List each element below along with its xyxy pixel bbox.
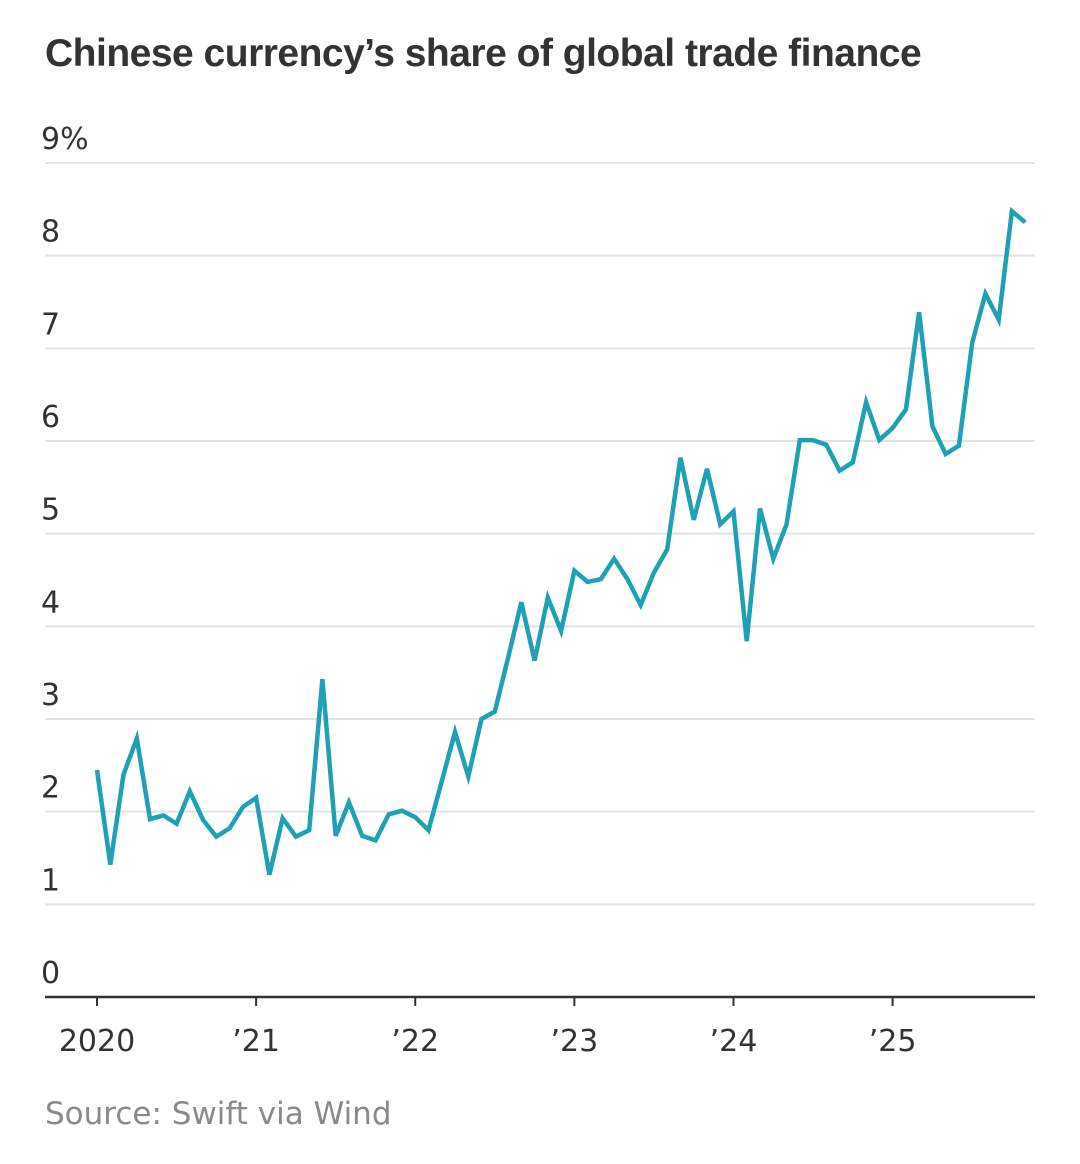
data-series	[94, 206, 1027, 876]
y-axis-tick-labels: 0 1 2 3 4 5 6 7 8 9%	[41, 122, 89, 991]
x-tick-label: ’22	[391, 1024, 439, 1059]
y-tick-label-5: 5	[41, 493, 60, 528]
x-tick-label: 2020	[59, 1024, 135, 1059]
y-tick-label-3: 3	[41, 678, 60, 713]
x-axis: 2020 ’21 ’22 ’23 ’24 ’25	[45, 995, 1035, 1059]
y-tick-label-9: 9%	[41, 122, 89, 157]
y-tick-label-1: 1	[41, 863, 60, 898]
x-tick-label: ’24	[710, 1024, 758, 1059]
y-tick-label-8: 8	[41, 215, 60, 250]
series-line	[94, 206, 1027, 876]
chart-title: Chinese currency’s share of global trade…	[45, 32, 922, 75]
y-tick-label-4: 4	[41, 585, 60, 620]
x-tick-label: ’23	[551, 1024, 599, 1059]
y-tick-label-0: 0	[41, 956, 60, 991]
y-tick-label-7: 7	[41, 307, 60, 342]
source-note: Source: Swift via Wind	[45, 1096, 392, 1132]
x-tick-label: ’21	[232, 1024, 280, 1059]
x-tick-label: ’25	[869, 1024, 917, 1059]
gridlines	[45, 162, 1035, 906]
y-tick-label-6: 6	[41, 400, 60, 435]
y-tick-label-2: 2	[41, 771, 60, 806]
